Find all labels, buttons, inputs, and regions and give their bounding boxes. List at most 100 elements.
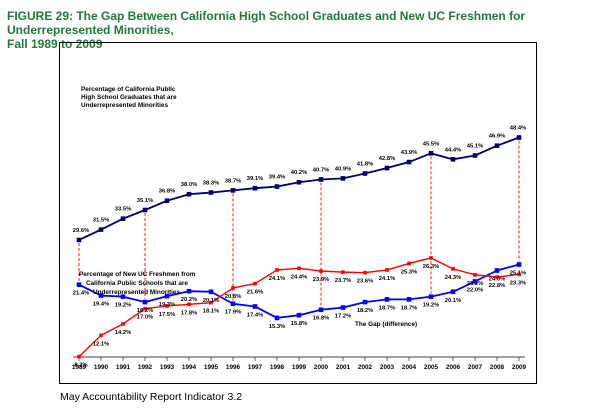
data-point-s2-2007 [472, 279, 478, 284]
x-tick-label-1995: 1995 [204, 364, 219, 371]
data-point-s2-2004 [406, 297, 412, 302]
data-label-s2-2005: 19.2% [423, 303, 439, 309]
gap-markers [78, 140, 520, 307]
data-label-s1-2004: 43.9% [401, 150, 417, 156]
data-labels: 29.6% 31.5% 33.5% 35.1% 36.8% 38.0% 38.3% 38.7%… [73, 126, 526, 369]
data-point-s2-1990 [98, 293, 104, 298]
chart-title-line-1: FIGURE 29: The Gap Between California Hi… [7, 9, 526, 37]
data-label-s1-2003: 42.8% [379, 156, 395, 162]
data-point-s1-1992 [142, 207, 148, 213]
data-label-s1-1990: 31.5% [93, 218, 109, 224]
data-point-s1-2008 [494, 143, 500, 148]
data-point-s3-2003 [385, 268, 389, 272]
data-label-s2-1997: 17.4% [247, 312, 263, 318]
x-tick-label-1999: 1999 [292, 364, 307, 371]
data-point-s1-1996 [230, 188, 236, 193]
data-point-s2-1989 [76, 282, 82, 287]
chart-frame [59, 42, 537, 384]
annotation-hs-line-3: Underrepresented Minorities [81, 102, 168, 109]
data-label-s1-1995: 38.3% [203, 181, 219, 187]
data-point-s1-2000 [318, 177, 324, 182]
data-label-s3-1993: 17.5% [159, 312, 175, 318]
x-tick-label-2001: 2001 [336, 364, 351, 371]
data-label-s2-2001: 17.2% [335, 314, 351, 320]
data-label-s2-2002: 18.2% [357, 308, 373, 314]
data-label-s1-2001: 40.9% [335, 166, 351, 172]
data-point-s2-1996 [230, 301, 236, 307]
data-label-s2-1989: 21.4% [73, 291, 89, 297]
data-label-s3-2004: 25.3% [401, 269, 417, 275]
x-tick-label-2002: 2002 [358, 364, 373, 371]
data-point-s1-1993 [164, 198, 170, 204]
data-label-s2-1996: 17.9% [225, 310, 241, 316]
data-label-s1-2007: 45.1% [467, 144, 483, 150]
data-point-s3-1989 [77, 354, 81, 359]
data-label-s2-2009: 25.1% [510, 271, 526, 277]
data-point-s2-2008 [494, 268, 500, 273]
annotation-hs-line-2: High School Graduates that are [81, 94, 177, 101]
data-point-s3-1997 [253, 281, 257, 286]
x-tick-label-1989: 1989 [72, 364, 87, 371]
data-label-s1-1991: 33.5% [115, 207, 131, 213]
x-tick-label-2008: 2008 [490, 364, 505, 371]
data-label-s2-2003: 18.7% [379, 305, 395, 311]
x-tick-label-1994: 1994 [182, 364, 197, 371]
series-points [76, 135, 522, 359]
data-point-s3-2007 [473, 273, 477, 277]
x-tick-label-2003: 2003 [380, 364, 395, 371]
x-tick-label-2007: 2007 [468, 364, 483, 371]
x-tick-label-1996: 1996 [226, 364, 241, 371]
data-label-s1-1989: 29.6% [73, 228, 89, 234]
data-point-s1-2001 [340, 176, 346, 181]
data-point-s2-2003 [384, 297, 390, 302]
data-point-s1-1991 [120, 216, 126, 222]
data-label-s3-1991: 14.2% [115, 330, 131, 336]
data-label-s3-1994: 17.8% [181, 310, 197, 316]
data-label-s1-1998: 39.4% [269, 175, 285, 181]
data-label-s3-2001: 23.7% [335, 278, 351, 284]
data-point-s2-2006 [450, 289, 456, 295]
data-label-s3-2005: 26.3% [423, 264, 439, 270]
data-point-s1-1995 [208, 190, 214, 195]
data-label-s2-1990: 19.4% [93, 302, 109, 308]
data-label-s1-2008: 46.9% [489, 134, 505, 140]
data-point-s1-1989 [76, 237, 82, 243]
data-point-s1-1999 [296, 179, 302, 185]
data-point-s2-1998 [274, 315, 280, 321]
data-point-s2-1995 [208, 289, 214, 295]
data-point-s1-1994 [186, 191, 192, 197]
chart-title: FIGURE 29: The Gap Between California Hi… [7, 9, 597, 51]
x-tick-label-1993: 1993 [160, 364, 175, 371]
x-tick-label-2009: 2009 [512, 364, 527, 371]
data-label-s2-1995: 20.1% [203, 298, 219, 304]
data-label-s2-1994: 20.2% [181, 297, 197, 303]
data-label-s1-2009: 48.4% [510, 126, 526, 132]
data-point-s2-1992 [142, 299, 148, 305]
data-label-s2-1999: 15.8% [291, 321, 307, 327]
data-point-s3-2008 [495, 275, 499, 279]
data-point-s1-2004 [406, 159, 412, 165]
data-label-s2-2007: 22.0% [467, 287, 483, 293]
x-tick-label-1990: 1990 [94, 364, 109, 371]
data-label-s3-2006: 24.3% [445, 275, 461, 281]
x-tick-label-2000: 2000 [314, 364, 329, 371]
data-label-s1-1997: 39.1% [247, 176, 263, 182]
data-point-s2-1994 [186, 288, 192, 294]
data-label-s3-1992: 17.0% [137, 315, 153, 321]
data-point-s3-1990 [99, 333, 103, 338]
data-point-s3-2001 [341, 270, 345, 274]
x-tick-label-2006: 2006 [446, 364, 461, 371]
data-label-s3-1989: 8.2% [74, 363, 87, 369]
data-label-s1-2006: 44.4% [445, 147, 461, 153]
data-point-s3-2002 [363, 270, 367, 275]
data-point-s1-2003 [384, 165, 390, 171]
data-label-s3-1997: 21.6% [247, 290, 263, 296]
data-label-s3-1998: 24.1% [269, 276, 285, 282]
data-point-s1-1990 [98, 227, 104, 232]
data-label-s1-1996: 38.7% [225, 178, 241, 184]
data-point-s3-2009 [517, 272, 521, 277]
footer-note: May Accountability Report Indicator 3.2 [60, 391, 243, 403]
data-label-s2-1998: 15.3% [269, 324, 285, 330]
data-label-s3-2002: 23.6% [357, 279, 373, 285]
